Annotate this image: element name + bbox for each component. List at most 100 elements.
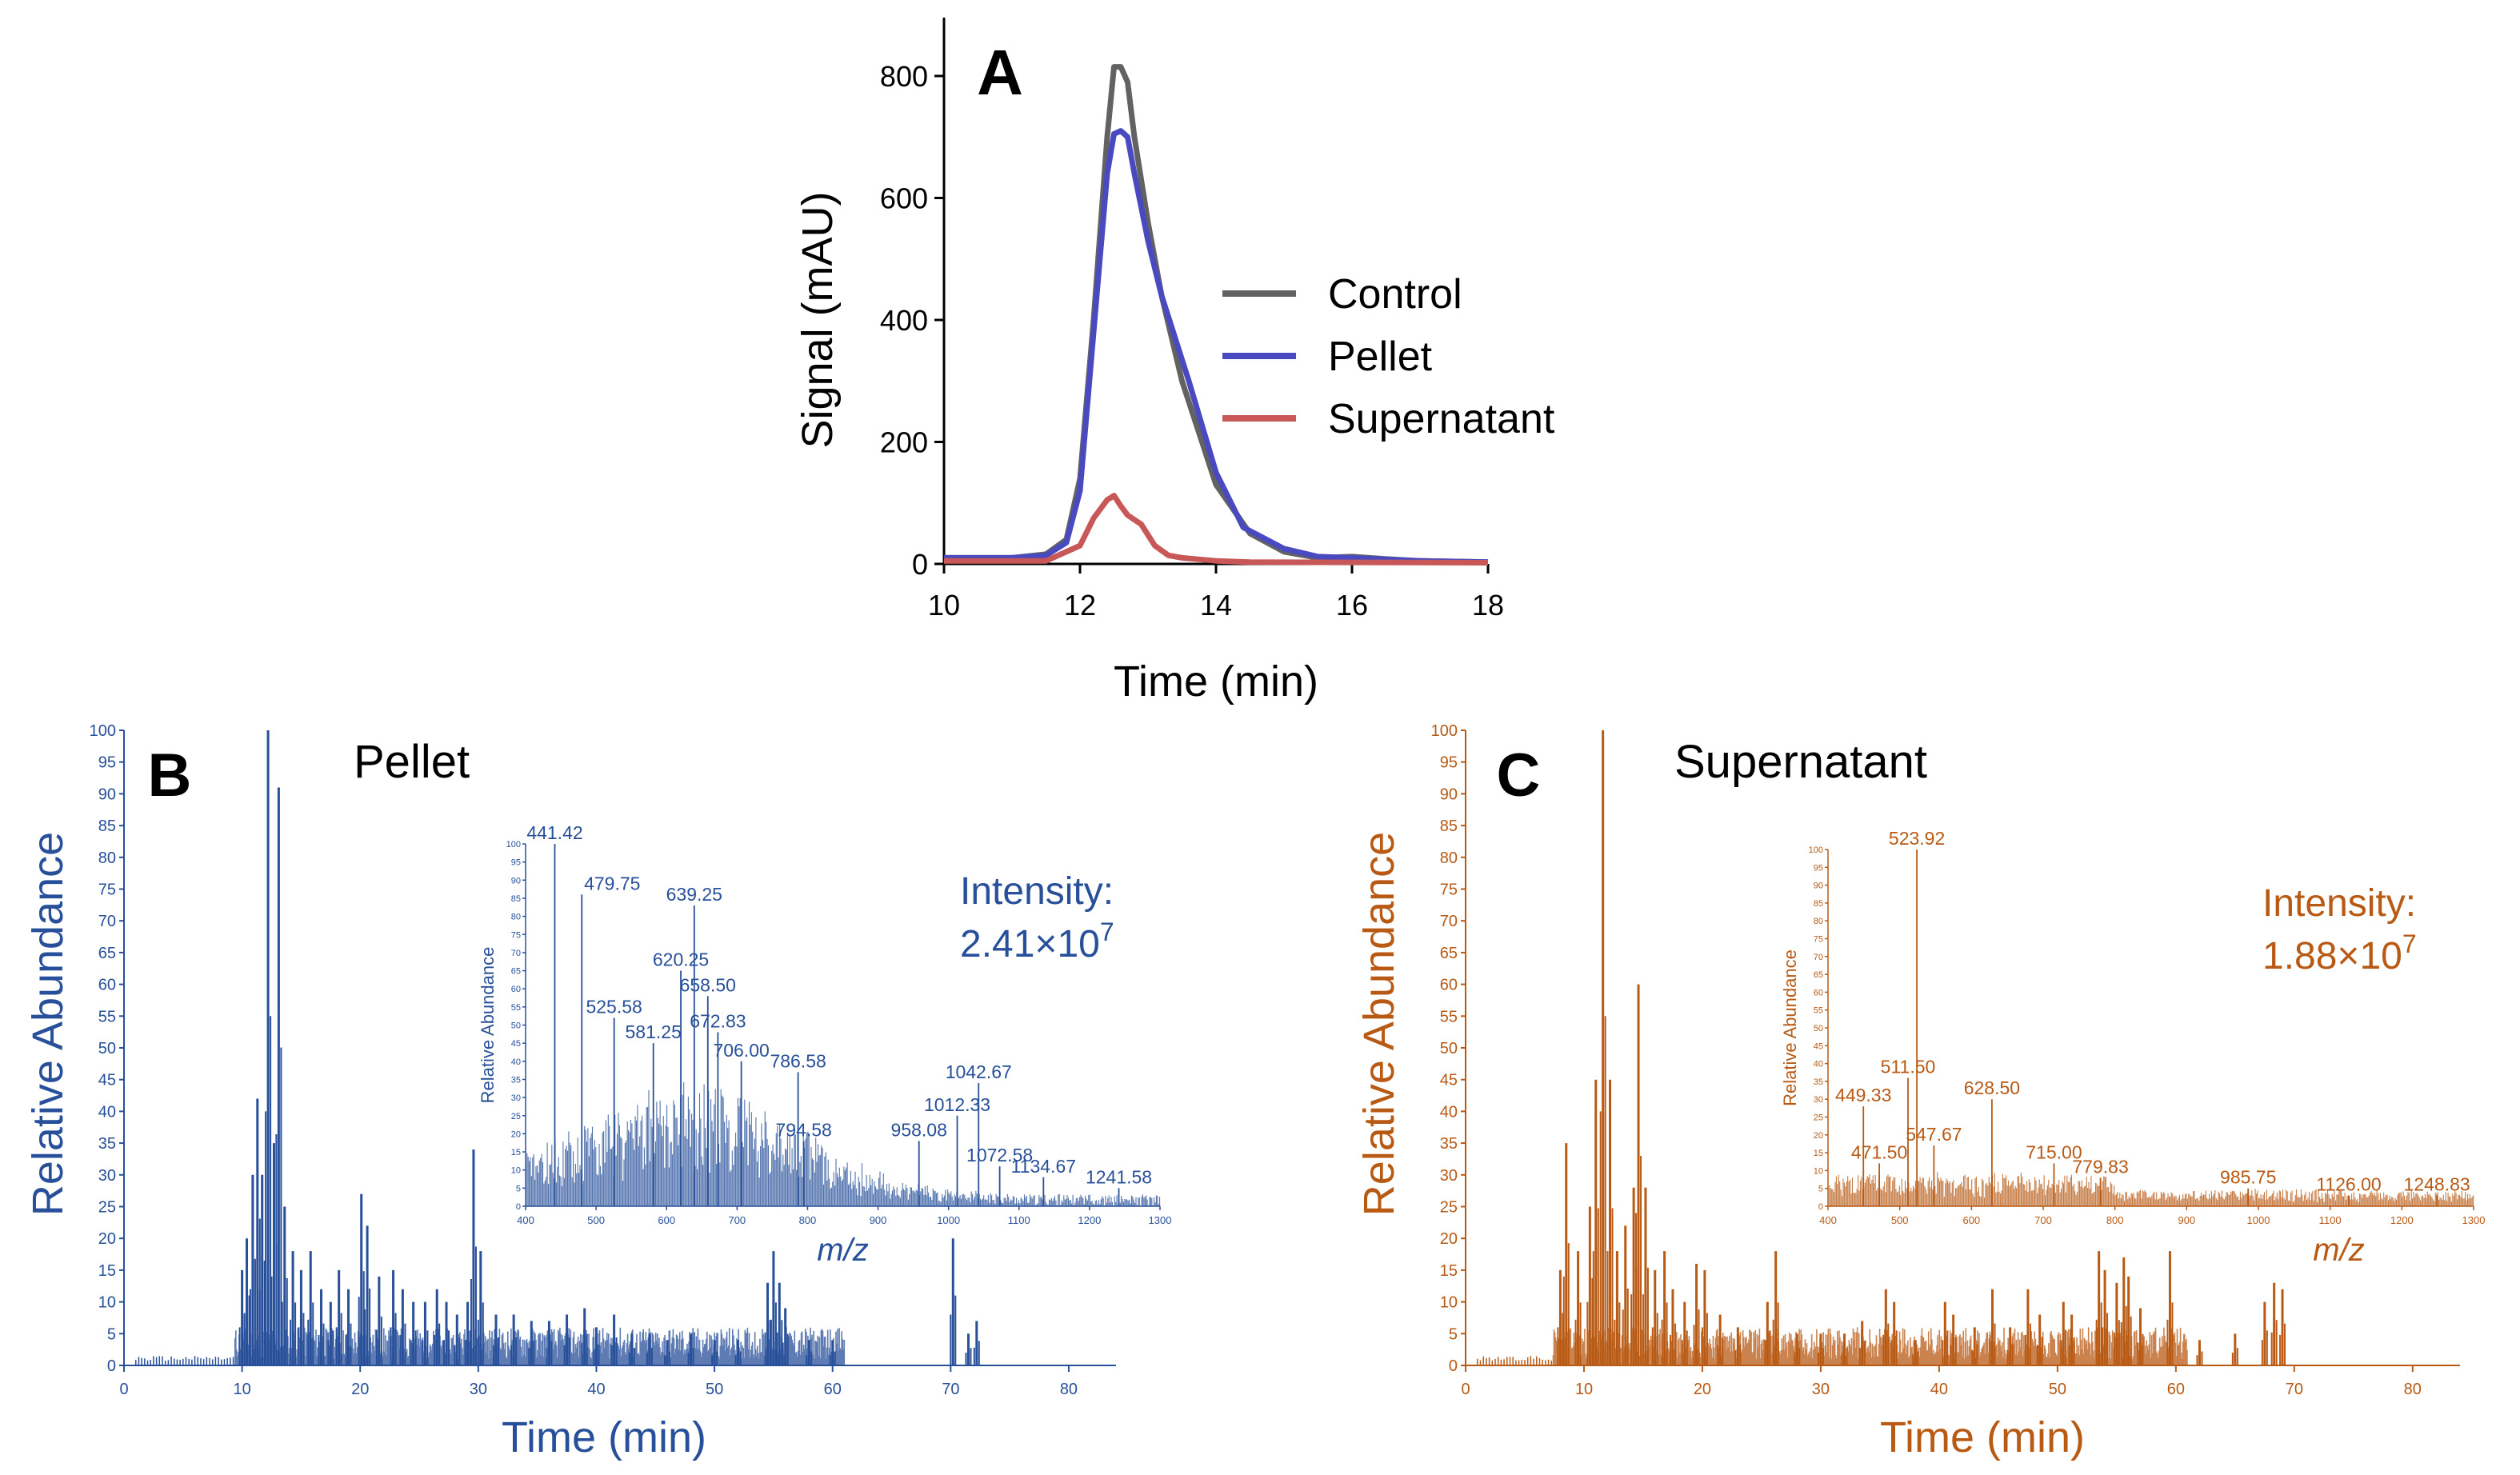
c-y-tick-label: 0 [1449, 1357, 1458, 1375]
c-inset-y-tick-label: 40 [1814, 1060, 1823, 1069]
b-inset-peak-label: 1072.58 [966, 1145, 1033, 1165]
b-x-tick-label: 70 [942, 1381, 959, 1398]
c-inset-x-tick-label: 600 [1962, 1214, 1980, 1226]
b-inset-peak-label: 1042.67 [946, 1061, 1012, 1082]
c-inset-peak-label: 715.00 [2026, 1141, 2082, 1162]
c-inset-peak-label: 449.33 [1835, 1085, 1891, 1105]
a-x-axis-title: Time (min) [1114, 658, 1318, 706]
c-inset-peak-label: 547.67 [1906, 1124, 1962, 1145]
b-x-tick-label: 20 [351, 1381, 369, 1398]
b-inset-x-tick-label: 400 [517, 1214, 534, 1226]
b-intensity-label: Intensity: [960, 870, 1114, 913]
b-inset-peak-label: 1134.67 [1011, 1156, 1076, 1177]
c-inset-y-axis-title: Relative Abundance [1780, 949, 1800, 1106]
c-inset-peak-label: 1248.83 [2404, 1174, 2470, 1195]
c-y-tick-label: 60 [1440, 977, 1458, 994]
b-inset-peak-label: 1012.33 [924, 1094, 990, 1115]
c-inset-peak-label: 471.50 [1851, 1141, 1907, 1162]
b-inset-y-tick-label: 85 [511, 894, 521, 904]
a-x-tick-label: 18 [1472, 589, 1504, 622]
b-y-tick-label: 55 [98, 1008, 116, 1025]
b-title: Pellet [354, 736, 470, 788]
c-x-tick-label: 20 [1694, 1381, 1711, 1398]
c-inset-y-tick-label: 85 [1814, 899, 1823, 909]
b-y-tick-label: 25 [98, 1199, 116, 1217]
b-chromatogram-baseline [234, 1327, 846, 1365]
b-inset-y-tick-label: 50 [511, 1021, 521, 1031]
c-inset-y-tick-label: 65 [1814, 970, 1823, 980]
c-intensity-exponent: 7 [2402, 929, 2417, 958]
b-inset-y-tick-label: 0 [516, 1202, 521, 1212]
panel-label-c: C [1497, 741, 1541, 809]
c-inset-peak-label: 523.92 [1889, 828, 1945, 849]
b-inset-y-tick-label: 30 [511, 1093, 521, 1103]
b-inset-peak-label: 441.42 [526, 822, 582, 843]
panel-label-b: B [148, 741, 192, 809]
b-inset-y-tick-label: 15 [511, 1148, 521, 1157]
c-intensity-value: 1.88×107 [2262, 929, 2417, 977]
b-inset-x-tick-label: 500 [587, 1214, 605, 1226]
b-inset-peak-label: 620.25 [653, 949, 709, 970]
b-inset-x-tick-label: 1000 [937, 1214, 960, 1226]
c-y-tick-label: 35 [1440, 1135, 1458, 1153]
b-intensity-exponent: 7 [1100, 917, 1114, 946]
c-inset-y-tick-label: 10 [1814, 1166, 1823, 1176]
b-inset-peak-label: 581.25 [626, 1021, 682, 1042]
c-x-tick-label: 60 [2167, 1381, 2185, 1398]
c-inset-y-tick-label: 70 [1814, 953, 1823, 962]
b-x-axis-title: Time (min) [502, 1413, 706, 1461]
b-x-tick-label: 50 [706, 1381, 723, 1398]
a-x-tick-label: 14 [1200, 589, 1232, 622]
b-inset-peak-label: 658.50 [680, 974, 736, 995]
c-inset-y-tick-label: 75 [1814, 935, 1823, 945]
b-inset-y-tick-label: 100 [506, 840, 521, 849]
b-x-tick-label: 80 [1060, 1381, 1078, 1398]
a-y-tick-label: 600 [880, 182, 928, 215]
c-inset-x-tick-label: 1100 [2319, 1214, 2342, 1226]
b-inset-peak-label: 1241.58 [1086, 1166, 1152, 1187]
c-inset-peak-label: 628.50 [1964, 1077, 2020, 1098]
c-inset-peak-label: 985.75 [2220, 1167, 2276, 1188]
c-y-tick-label: 5 [1449, 1325, 1458, 1343]
c-y-tick-label: 95 [1440, 754, 1458, 772]
b-y-axis-title: Relative Abundance [24, 832, 72, 1216]
c-inset-x-tick-label: 1000 [2247, 1214, 2270, 1226]
b-inset-y-tick-label: 90 [511, 876, 521, 885]
c-y-tick-label: 85 [1440, 817, 1458, 835]
b-inset-y-tick-label: 65 [511, 967, 521, 977]
a-legend-label: Control [1328, 271, 1462, 318]
b-inset-spectrum [526, 1082, 1161, 1206]
c-y-tick-label: 15 [1440, 1262, 1458, 1280]
c-y-tick-label: 40 [1440, 1103, 1458, 1121]
b-y-tick-label: 10 [98, 1294, 116, 1312]
b-x-tick-label: 60 [824, 1381, 842, 1398]
c-y-tick-label: 30 [1440, 1167, 1458, 1185]
a-legend-label: Pellet [1328, 334, 1433, 380]
b-y-tick-label: 50 [98, 1040, 116, 1057]
a-x-tick-label: 16 [1336, 589, 1368, 622]
c-inset-y-tick-label: 80 [1814, 917, 1823, 926]
c-y-tick-label: 10 [1440, 1294, 1458, 1312]
c-y-axis-title: Relative Abundance [1355, 832, 1403, 1216]
b-inset-peak-label: 786.58 [770, 1050, 826, 1071]
b-inset-peak-label: 672.83 [690, 1011, 746, 1032]
c-inset-y-tick-label: 0 [1818, 1202, 1823, 1212]
a-series-line-supernatant [944, 493, 1489, 566]
b-y-tick-label: 0 [107, 1357, 116, 1375]
b-inset-x-tick-label: 900 [870, 1214, 887, 1226]
b-inset-x-tick-label: 1300 [1149, 1214, 1172, 1226]
b-inset-peak-label: 706.00 [713, 1040, 769, 1061]
c-inset-peak-label: 779.83 [2072, 1156, 2128, 1177]
b-inset-y-tick-label: 80 [511, 913, 521, 922]
b-inset-y-tick-label: 35 [511, 1075, 521, 1085]
c-inset-y-tick-label: 5 [1818, 1185, 1823, 1194]
c-y-tick-label: 90 [1440, 785, 1458, 803]
a-y-tick-label: 400 [880, 304, 928, 337]
b-inset-x-tick-label: 1200 [1078, 1214, 1101, 1226]
b-inset-y-tick-label: 70 [511, 949, 521, 958]
b-x-tick-label: 40 [587, 1381, 605, 1398]
a-series-line-pellet [944, 128, 1489, 566]
c-x-tick-label: 0 [1461, 1381, 1470, 1398]
c-inset-x-axis-title: m/z [2313, 1233, 2364, 1268]
b-inset-y-tick-label: 75 [511, 930, 521, 940]
